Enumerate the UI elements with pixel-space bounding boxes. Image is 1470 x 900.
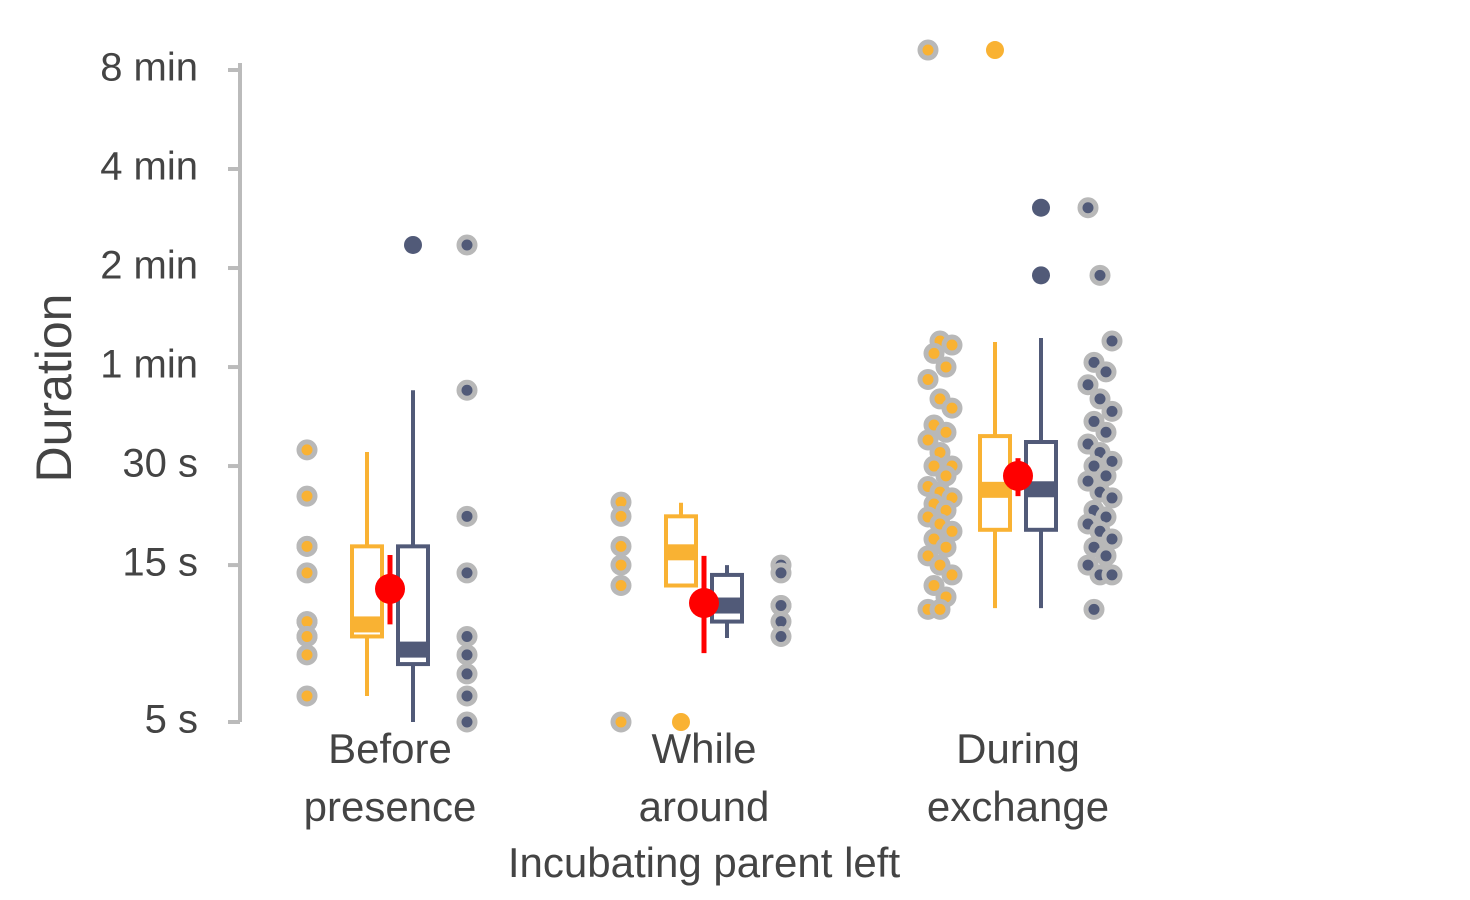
data-point bbox=[917, 39, 939, 61]
data-point bbox=[1077, 197, 1099, 219]
data-point bbox=[929, 598, 951, 620]
data-point bbox=[456, 644, 478, 666]
median bbox=[980, 481, 1010, 498]
data-point bbox=[1083, 410, 1105, 432]
data-point bbox=[1101, 487, 1123, 509]
x-axis-title: Incubating parent left bbox=[508, 839, 901, 886]
data-point bbox=[935, 356, 957, 378]
mean-point bbox=[1003, 460, 1033, 491]
data-point bbox=[610, 505, 632, 527]
data-point bbox=[1095, 361, 1117, 383]
data-point bbox=[923, 575, 945, 597]
data-point bbox=[1101, 400, 1123, 422]
data-point bbox=[1095, 545, 1117, 567]
median bbox=[1026, 481, 1056, 498]
data-point bbox=[770, 625, 792, 647]
data-point bbox=[941, 397, 963, 419]
data-point bbox=[1077, 374, 1099, 396]
x-tick-label: During exchange bbox=[927, 725, 1109, 830]
y-tick-label: 2 min bbox=[100, 244, 198, 288]
y-tick-label: 30 s bbox=[122, 442, 198, 486]
data-point bbox=[456, 505, 478, 527]
data-point bbox=[610, 711, 632, 733]
data-point bbox=[941, 564, 963, 586]
y-tick-label: 15 s bbox=[122, 541, 198, 585]
median bbox=[712, 597, 742, 614]
outlier bbox=[672, 713, 690, 731]
data-point bbox=[770, 562, 792, 584]
data-point bbox=[296, 625, 318, 647]
data-point bbox=[1095, 421, 1117, 443]
median bbox=[398, 641, 428, 658]
data-point bbox=[296, 439, 318, 461]
outlier bbox=[404, 235, 422, 254]
data-point bbox=[610, 535, 632, 557]
y-tick-label: 5 s bbox=[145, 698, 198, 742]
data-point bbox=[1101, 528, 1123, 550]
data-point bbox=[456, 685, 478, 707]
outlier bbox=[986, 41, 1004, 60]
data-point bbox=[935, 421, 957, 443]
data-point bbox=[456, 379, 478, 401]
outlier bbox=[1032, 198, 1050, 217]
data-point bbox=[1083, 598, 1105, 620]
data-point bbox=[456, 234, 478, 256]
data-point bbox=[296, 685, 318, 707]
data-point bbox=[935, 465, 957, 487]
data-point bbox=[935, 536, 957, 558]
data-point bbox=[1101, 564, 1123, 586]
mean-point bbox=[375, 573, 405, 604]
x-tick-label: Before presence bbox=[304, 725, 477, 830]
data-point bbox=[1089, 388, 1111, 410]
data-point bbox=[1101, 330, 1123, 352]
data-point bbox=[296, 644, 318, 666]
data-point bbox=[456, 562, 478, 584]
median bbox=[666, 544, 696, 561]
y-tick-label: 8 min bbox=[100, 46, 198, 90]
data-point bbox=[456, 625, 478, 647]
data-point bbox=[296, 535, 318, 557]
data-point bbox=[941, 334, 963, 356]
outlier bbox=[1032, 266, 1050, 285]
data-point bbox=[1089, 264, 1111, 286]
data-point bbox=[1095, 465, 1117, 487]
data-point bbox=[296, 562, 318, 584]
median bbox=[352, 616, 382, 633]
data-point bbox=[296, 485, 318, 507]
data-point bbox=[456, 711, 478, 733]
data-point bbox=[917, 429, 939, 451]
y-tick-label: 4 min bbox=[100, 145, 198, 189]
data-point bbox=[1077, 470, 1099, 492]
mean-point bbox=[689, 588, 719, 619]
data-point bbox=[610, 575, 632, 597]
y-tick-label: 1 min bbox=[100, 343, 198, 387]
data-point bbox=[610, 554, 632, 576]
data-point bbox=[456, 663, 478, 685]
data-point bbox=[917, 368, 939, 390]
x-tick-label: While around bbox=[639, 725, 770, 830]
data-point bbox=[923, 342, 945, 364]
y-axis-title: Duration bbox=[26, 294, 82, 483]
